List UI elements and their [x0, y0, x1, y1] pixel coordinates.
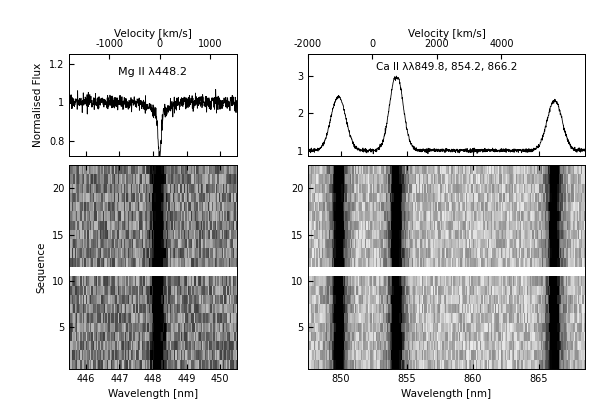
- X-axis label: Velocity [km/s]: Velocity [km/s]: [407, 29, 485, 38]
- Text: Ca II λλ849.8, 854.2, 866.2: Ca II λλ849.8, 854.2, 866.2: [376, 63, 517, 73]
- Y-axis label: Sequence: Sequence: [36, 241, 46, 293]
- X-axis label: Velocity [km/s]: Velocity [km/s]: [114, 29, 192, 38]
- Y-axis label: Normalised Flux: Normalised Flux: [33, 63, 43, 147]
- X-axis label: Wavelength [nm]: Wavelength [nm]: [401, 389, 491, 399]
- X-axis label: Wavelength [nm]: Wavelength [nm]: [108, 389, 198, 399]
- Text: Mg II λ448.2: Mg II λ448.2: [118, 68, 187, 78]
